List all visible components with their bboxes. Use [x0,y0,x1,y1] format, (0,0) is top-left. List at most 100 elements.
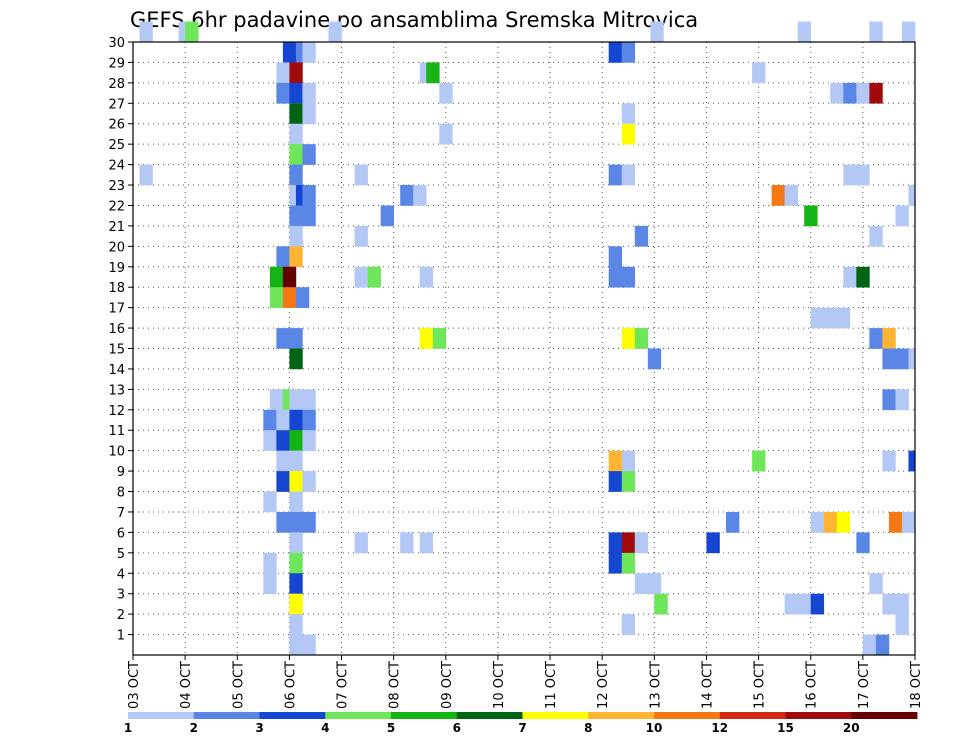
heatmap-cell [276,430,290,451]
colorbar-tick-label: 1 [124,721,132,735]
chart-grid [132,41,916,655]
heatmap-cell [289,389,303,411]
colorbar-swatch [325,712,392,719]
y-tick-label: 29 [108,56,125,71]
heatmap-cell [621,532,636,554]
heatmap-cell [289,348,303,370]
heatmap-cell [810,307,825,329]
heatmap-cell [647,573,662,594]
heatmap-cell [263,409,277,431]
heatmap-cell [276,409,290,431]
heatmap-cell [856,532,870,554]
heatmap-cell [289,103,303,125]
heatmap-cell [901,511,916,533]
heatmap-cell [139,164,153,186]
heatmap-cell [419,328,434,349]
y-tick-label: 12 [108,404,125,419]
heatmap-cell [302,634,316,656]
heatmap-cell [139,21,153,43]
y-tick-label: 15 [108,343,125,358]
heatmap-cell [289,593,303,615]
colorbar-tick-label: 12 [711,721,728,735]
heatmap-cell [289,614,303,635]
heatmap-cell [276,511,290,533]
heatmap-cell [302,103,316,125]
heatmap-cell [621,103,636,125]
y-tick-label: 7 [117,506,125,521]
heatmap-cell [856,82,870,104]
heatmap-cell [289,82,303,104]
heatmap-cell [843,82,857,104]
x-tick-label: 03 OCT [127,661,142,709]
x-axis: 03 OCT 04 OCT 05 OCT 06 OCT 07 OCT 08 OCT 09 O… [127,655,924,709]
heatmap-cell [276,471,290,492]
heatmap-cell [380,205,394,227]
heatmap-cell [771,185,785,206]
heatmap-cell [302,409,316,431]
heatmap-cell [810,511,825,533]
heatmap-cell [895,348,909,370]
heatmap-cell [797,21,812,43]
heatmap-cell [608,471,623,492]
heatmap-cell [882,348,896,370]
y-tick-label: 16 [108,322,125,337]
heatmap-cell [263,430,277,451]
heatmap-cell [269,266,284,288]
heatmap-cell [869,21,883,43]
heatmap-cell [895,593,909,615]
y-tick-label: 17 [108,302,125,317]
heatmap-cell [875,634,890,656]
heatmap-cell [328,21,342,43]
heatmap-cell [608,266,623,288]
heatmap-cell [784,593,798,615]
x-tick-label: 13 OCT [648,661,663,709]
heatmap-cell [869,225,883,247]
heatmap-cell [823,307,838,329]
heatmap-cell [263,491,277,513]
heatmap-cell [302,205,316,227]
chart-title: GEFS 6hr padavine po ansamblima Sremska … [130,8,698,32]
y-tick-label: 27 [108,97,125,112]
heatmap-cell [289,409,303,431]
heatmap-cell [289,573,303,594]
heatmap-cell [882,389,896,411]
heatmap-cell [354,266,368,288]
colorbar-swatch [391,712,458,719]
heatmap-cell [784,185,798,206]
heatmap-cell [882,328,896,349]
colorbar-swatch [588,712,655,719]
y-axis: 1234567891011121314151617181920212223242… [108,36,133,644]
heatmap-cell [650,21,664,43]
heatmap-cell [862,634,877,656]
y-tick-label: 10 [108,445,125,460]
heatmap-cell [289,164,303,186]
y-tick-label: 4 [117,567,125,582]
y-tick-label: 14 [108,363,125,378]
heatmap-cell [282,287,297,308]
x-tick-label: 09 OCT [440,661,455,709]
heatmap-cell [185,21,199,43]
heatmap-cell [289,634,303,656]
heatmap-cell [289,246,303,268]
y-tick-label: 25 [108,138,125,153]
heatmap-cell [608,532,623,554]
heatmap-cell [302,82,316,104]
x-tick-label: 12 OCT [596,661,611,709]
heatmap-cell [263,573,277,594]
heatmap-cell [647,348,662,370]
colorbar-swatch [851,712,918,719]
heatmap-cell [634,225,649,247]
heatmap-cell [843,266,857,288]
heatmap-cell [621,328,636,349]
heatmap-cell [804,205,818,227]
heatmap-cell [400,532,414,554]
y-tick-label: 2 [117,608,125,623]
heatmap-cell [621,614,636,635]
heatmap-cell [836,511,851,533]
heatmap-cell [354,164,368,186]
heatmap-cell [856,164,870,186]
heatmap-cell [726,511,740,533]
heatmap-cell [354,532,368,554]
heatmap-cell [302,42,316,63]
